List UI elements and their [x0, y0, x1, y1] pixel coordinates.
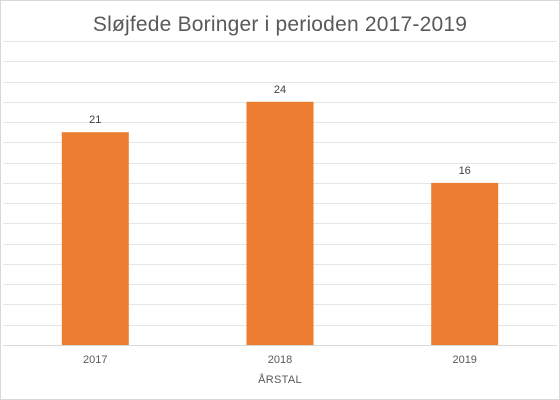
x-tick-label-2017: 2017: [83, 354, 107, 366]
x-axis-title: ÅRSTAL: [258, 373, 302, 386]
x-tick-labels: 2017 2018 2019: [83, 354, 477, 366]
chart-title: Sløjfede Boringer i perioden 2017-2019: [92, 13, 468, 36]
bar-2018: [246, 101, 314, 345]
bars: [61, 101, 499, 345]
data-label-2018: 24: [274, 84, 286, 96]
x-tick-label-2019: 2019: [452, 354, 476, 366]
data-label-2017: 21: [89, 114, 101, 126]
data-labels: 21 24 16: [89, 84, 471, 177]
x-tick-label-2018: 2018: [268, 354, 292, 366]
data-label-2019: 16: [459, 165, 471, 177]
bar-2019: [431, 182, 499, 345]
bar-2017: [61, 132, 129, 345]
